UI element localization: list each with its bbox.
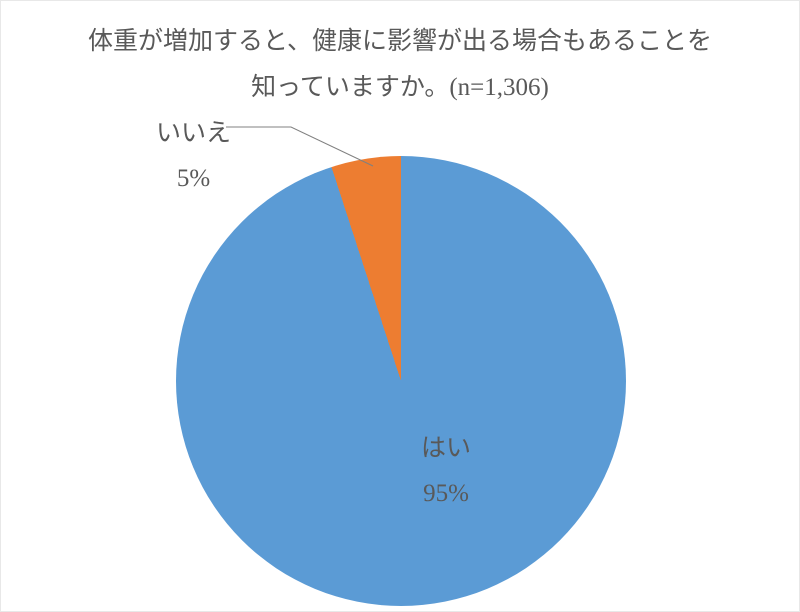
slice-percent-no: 5% xyxy=(177,165,210,192)
slice-name-yes: はい xyxy=(421,435,471,462)
chart-title-line2: 知っていますか。(n=1,306) xyxy=(251,74,549,101)
slice-label-yes: はい 95% xyxy=(421,426,471,516)
chart-title: 体重が増加すると、健康に影響が出る場合もあることを 知っていますか。(n=1,3… xyxy=(1,19,799,112)
slice-name-no: いいえ xyxy=(156,120,231,147)
chart-container: 体重が増加すると、健康に影響が出る場合もあることを 知っていますか。(n=1,3… xyxy=(0,0,800,612)
pie-disc xyxy=(176,156,626,606)
chart-title-line1: 体重が増加すると、健康に影響が出る場合もあることを xyxy=(88,28,712,55)
slice-label-no: いいえ 5% xyxy=(156,111,231,201)
slice-percent-yes: 95% xyxy=(423,480,469,507)
